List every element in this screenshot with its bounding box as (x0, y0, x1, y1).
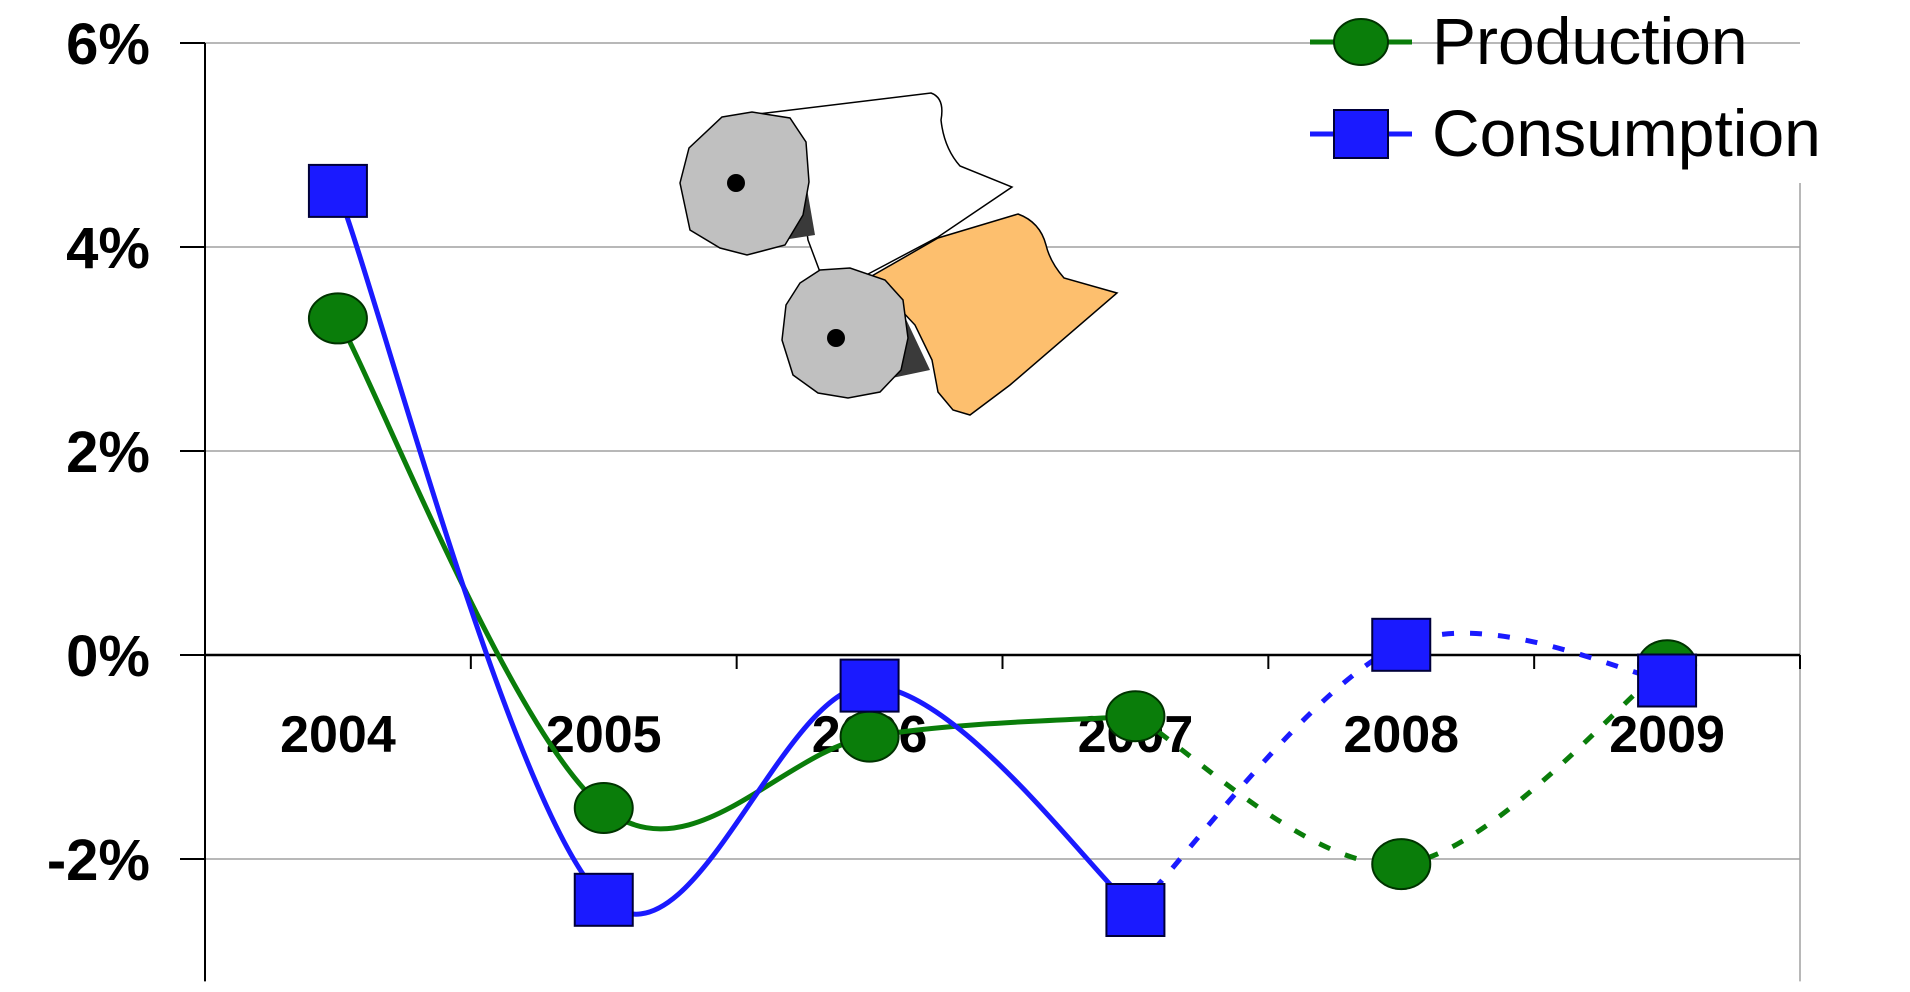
axes: 6%4%2%0%-2%200420052006200720082009 (47, 12, 1801, 982)
orange-paper-sheet (868, 213, 1119, 416)
y-tick-label: 6% (66, 12, 150, 77)
data-point-consumption (573, 872, 634, 927)
lower-roll-core (827, 329, 845, 347)
data-point-consumption (1637, 653, 1698, 708)
y-tick-label: 2% (66, 420, 150, 485)
white-paper-sheet (748, 92, 1014, 283)
y-tick-label: 0% (66, 624, 150, 689)
x-tick-label: 2004 (280, 706, 396, 764)
data-point-consumption (839, 658, 900, 713)
x-tick-label: 2009 (1609, 706, 1725, 764)
data-point-production (573, 782, 634, 834)
lower-roll-end (781, 267, 909, 399)
data-point-consumption (307, 163, 368, 218)
legend-label-consumption: Consumption (1432, 96, 1821, 170)
data-point-production (839, 710, 900, 763)
series-line-consumption (335, 190, 1138, 917)
series-line-forecast-consumption (1133, 630, 1668, 912)
series-line-forecast-production (1134, 663, 1669, 867)
y-tick-label: 4% (66, 216, 150, 281)
legend-label-production: Production (1432, 4, 1748, 78)
data-point-production (1105, 690, 1166, 743)
series-line-production (335, 317, 1136, 832)
upper-roll-core (727, 174, 745, 192)
data-point-consumption (1371, 617, 1432, 672)
x-tick-label: 2005 (546, 706, 662, 764)
paper-rolls-illustration (679, 92, 1119, 416)
y-tick-label: -2% (47, 828, 150, 893)
series (307, 163, 1698, 937)
data-point-production (1371, 838, 1432, 891)
data-point-consumption (1105, 883, 1166, 937)
legend-marker-consumption (1333, 109, 1389, 159)
gridlines (205, 42, 1800, 860)
legend-marker-production (1333, 18, 1389, 66)
x-tick-label: 2008 (1343, 706, 1459, 764)
data-point-production (307, 292, 368, 345)
legend: Production Consumption (1310, 4, 1821, 170)
